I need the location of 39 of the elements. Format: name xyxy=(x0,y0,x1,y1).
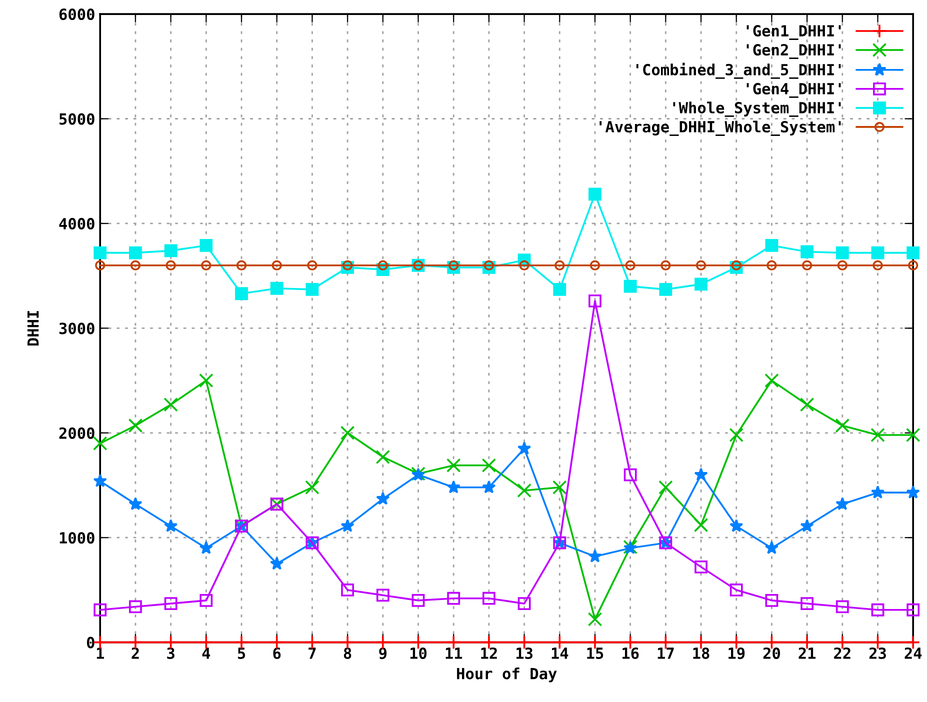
x-axis-title: Hour of Day xyxy=(457,668,557,682)
x-tick-label: 12 xyxy=(481,647,497,659)
legend-label: 'Gen1_DHHI' xyxy=(746,25,841,40)
y-tick-label: 2000 xyxy=(59,427,94,439)
x-tick-label: 23 xyxy=(869,647,886,660)
y-tick-label: 0 xyxy=(86,636,94,648)
legend-label: 'Combined_3_and_5_DHHI' xyxy=(636,62,841,79)
x-tick-label: 1 xyxy=(96,648,104,659)
x-tick-label: 19 xyxy=(728,648,745,660)
x-tick-label: 22 xyxy=(834,647,850,659)
x-tick-label: 10 xyxy=(410,647,427,660)
x-tick-label: 16 xyxy=(622,647,639,660)
x-tick-label: 15 xyxy=(587,648,604,660)
x-tick-label: 4 xyxy=(202,648,210,659)
x-tick-label: 14 xyxy=(552,648,568,659)
x-tick-label: 2 xyxy=(132,647,139,659)
legend-label: 'Gen2_DHHI' xyxy=(746,44,841,59)
x-tick-label: 5 xyxy=(238,648,246,660)
x-tick-label: 8 xyxy=(344,647,352,660)
y-tick-label: 1000 xyxy=(60,532,94,544)
x-tick-label: 20 xyxy=(763,647,780,660)
legend-label: 'Whole_System_DHHI' xyxy=(673,102,841,117)
y-axis-title: DHHI xyxy=(27,311,39,346)
x-tick-label: 7 xyxy=(308,648,316,659)
x-tick-label: 21 xyxy=(798,647,816,659)
x-tick-label: 9 xyxy=(379,648,387,660)
x-tick-label: 24 xyxy=(904,647,922,659)
legend-label: 'Average_DHHI_Whole_System' xyxy=(600,120,841,136)
x-tick-label: 6 xyxy=(273,647,281,660)
legend-label: 'Gen4_DHHI' xyxy=(746,82,841,98)
x-tick-label: 11 xyxy=(446,648,462,659)
y-tick-label: 4000 xyxy=(59,218,94,230)
y-tick-label: 5000 xyxy=(60,113,94,125)
x-tick-label: 13 xyxy=(516,647,532,660)
y-tick-label: 6000 xyxy=(59,8,94,20)
x-tick-label: 3 xyxy=(167,647,174,660)
y-tick-label: 3000 xyxy=(59,322,94,334)
x-tick-label: 17 xyxy=(658,648,674,659)
x-tick-label: 18 xyxy=(693,647,710,660)
